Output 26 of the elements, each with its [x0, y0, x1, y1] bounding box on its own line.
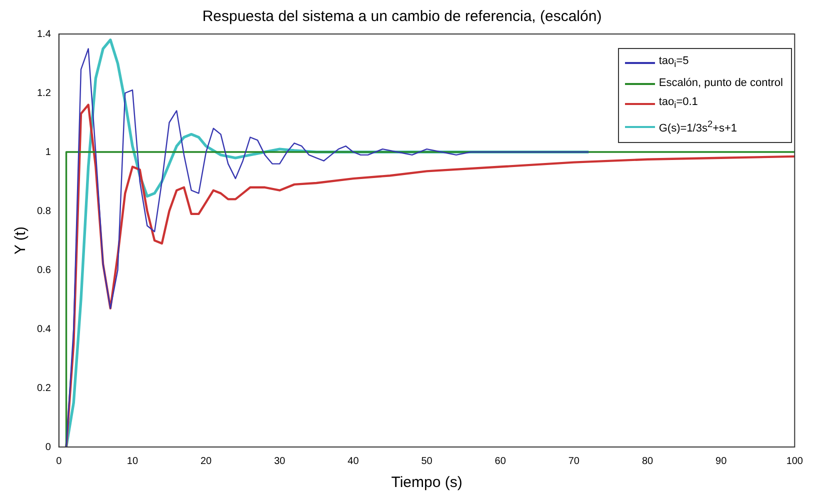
y-tick-label: 1.2	[36, 88, 52, 99]
x-tick-label: 30	[274, 456, 286, 467]
y-tick-label: 0.2	[36, 382, 52, 394]
y-tick-label: 0.4	[36, 324, 52, 335]
y-tick-label: 0.6	[36, 264, 52, 276]
y-tick-label: 0.8	[36, 206, 52, 217]
legend-label: tao$_{i}$=0.1	[658, 95, 698, 112]
legend-label: G(s)=1/3s$^{2}$+s+1	[658, 118, 738, 138]
x-tick-label: 10	[126, 456, 138, 467]
y-tick-label: 1	[45, 146, 52, 158]
x-tick-label: 50	[421, 456, 433, 467]
legend-label: tao$_{i}$=5	[658, 54, 689, 72]
y-tick-label: 1.4	[36, 28, 52, 40]
x-tick-label: 80	[642, 456, 654, 467]
y-axis-title: Y (t)	[12, 226, 30, 255]
x-tick-label: 60	[494, 456, 506, 467]
y-tick-label: 0	[45, 442, 52, 453]
x-tick-label: 70	[568, 456, 580, 467]
x-tick-label: 0	[56, 456, 62, 467]
x-axis-title: Tiempo (s)	[391, 474, 462, 492]
x-tick-label: 40	[348, 456, 360, 467]
legend-label: Escalón, punto de control	[658, 76, 783, 92]
x-tick-label: 90	[716, 456, 728, 467]
x-tick-label: 100	[786, 456, 804, 467]
chart-title: Respuesta del sistema a un cambio de referencia, (escalón)	[202, 8, 602, 26]
x-tick-label: 20	[200, 456, 212, 467]
